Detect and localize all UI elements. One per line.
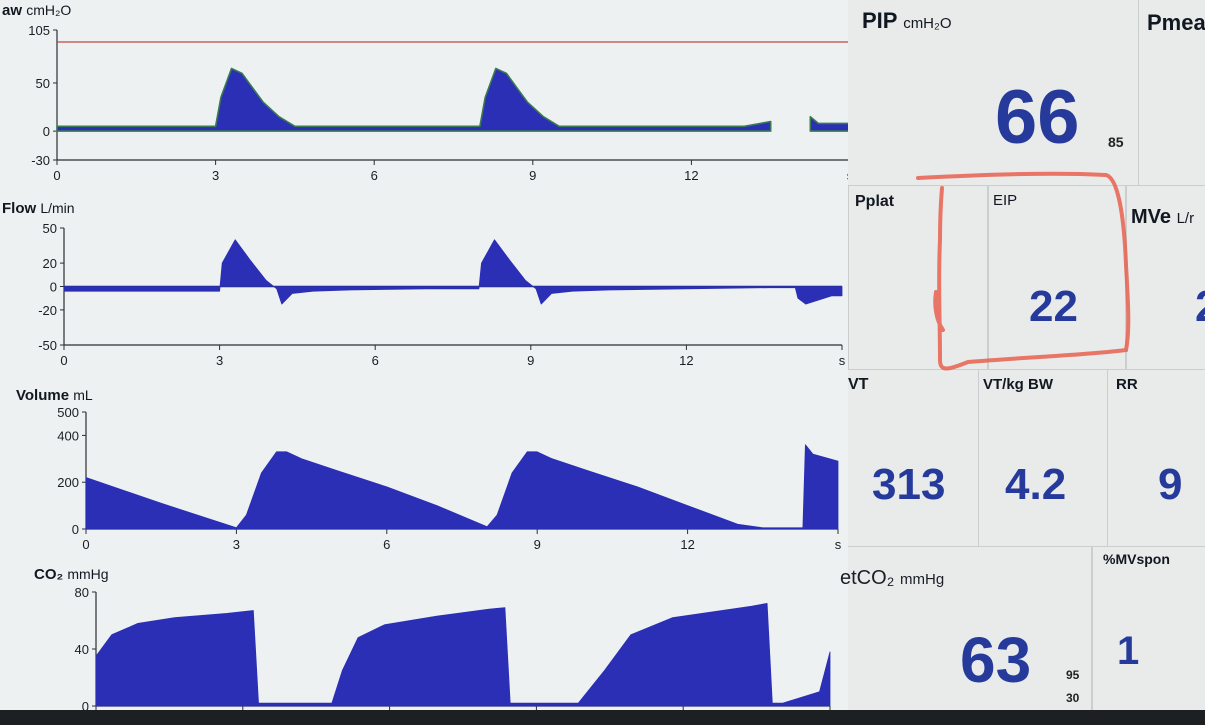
flow-x-tick-label: 3	[216, 353, 223, 368]
volume-waveform-series	[85, 444, 839, 530]
pplat-tile: Pplat	[848, 185, 988, 370]
flow-label: Flow	[2, 200, 37, 217]
volume-x-tick-label: 6	[383, 537, 390, 552]
mve-label-text: MVe	[1131, 206, 1172, 228]
rr-label: RR	[1116, 376, 1138, 393]
eip-label: EIP	[993, 192, 1018, 209]
flow-y-tick-label: 20	[43, 256, 57, 271]
vt-label: VT	[848, 376, 869, 393]
flow-x-tick-label: 12	[679, 353, 693, 368]
volume-title: Volume mL	[16, 387, 93, 404]
paw-title: aw cmH₂O	[2, 2, 71, 19]
mve-label: MVe L/r	[1131, 206, 1194, 229]
paw-x-tick-label: 12	[684, 168, 698, 183]
paw-y-tick-label: 105	[28, 23, 50, 38]
pip-unit: cmH₂O	[903, 15, 952, 32]
waveform-area: 105500-30036912s50200-20-50036912s500400…	[0, 0, 855, 710]
volume-unit: mL	[73, 387, 93, 403]
waveforms-svg: 105500-30036912s50200-20-50036912s500400…	[28, 23, 855, 710]
etco2-label: etCO₂ mmHg	[840, 567, 944, 590]
rr-tile: RR 9	[1108, 370, 1205, 546]
eip-tile: EIP 22	[988, 185, 1126, 370]
volume-x-tick-label: 9	[534, 537, 541, 552]
rr-value: 9	[1158, 460, 1183, 509]
flow-title: Flow L/min	[2, 200, 75, 217]
volume-y-tick-label: 400	[57, 428, 79, 443]
co2-y-tick-label: 0	[82, 699, 89, 710]
co2-y-tick-label: 40	[75, 642, 89, 657]
mvspon-value: 1	[1117, 629, 1140, 673]
etco2-label-text: etCO₂	[840, 567, 895, 589]
flow-x-tick-label: 9	[527, 353, 534, 368]
mvspon-tile: %MVspon 1	[1092, 546, 1205, 710]
co2-title: CO₂ mmHg	[34, 566, 109, 583]
etco2-value: 63	[960, 624, 1032, 696]
pip-limit: 85	[1108, 134, 1124, 150]
numerics-area: PIP cmH₂O 66 85 Pmea Pplat EIP 22 MVe L/…	[840, 0, 1205, 710]
flow-x-tick-label: s	[839, 353, 846, 368]
vtkg-label: VT/kg BW	[983, 376, 1053, 393]
flow-x-tick-label: 6	[372, 353, 379, 368]
etco2-limit-low: 30	[1066, 691, 1080, 705]
volume-y-tick-label: 0	[72, 522, 79, 537]
vt-tile: VT 313	[848, 370, 978, 546]
paw-y-tick-label: -30	[31, 153, 50, 168]
etco2-unit: mmHg	[900, 571, 945, 588]
flow-waveform-series	[63, 239, 843, 305]
vtkg-tile: VT/kg BW 4.2	[978, 370, 1108, 546]
pmean-tile: Pmea	[1138, 0, 1205, 185]
flow-y-tick-label: 50	[43, 221, 57, 236]
volume-label: Volume	[16, 387, 70, 404]
flow-y-tick-label: -50	[38, 338, 57, 353]
pmean-label: Pmea	[1147, 10, 1205, 35]
volume-x-tick-label: 12	[680, 537, 694, 552]
mve-value: 2	[1195, 282, 1205, 332]
flow-y-tick-label: -20	[38, 303, 57, 318]
co2-label: CO₂	[34, 566, 64, 583]
pip-tile: PIP cmH₂O 66 85	[850, 0, 1140, 178]
paw-x-tick-label: 3	[212, 168, 219, 183]
monitor-bezel	[0, 710, 1205, 725]
eip-value: 22	[1029, 282, 1078, 331]
flow-y-tick-label: 0	[50, 280, 57, 295]
flow-unit: L/min	[40, 200, 75, 216]
volume-x-tick-label: 0	[82, 537, 89, 552]
volume-x-tick-label: s	[835, 537, 842, 552]
paw-waveform-series	[809, 115, 851, 132]
paw-waveform-series	[56, 67, 772, 132]
volume-y-tick-label: 500	[57, 405, 79, 420]
etco2-limit-high: 95	[1066, 668, 1080, 682]
paw-label: aw	[2, 2, 23, 19]
co2-y-tick-label: 80	[75, 585, 89, 600]
vtkg-value: 4.2	[1005, 460, 1067, 509]
mve-unit: L/r	[1176, 210, 1195, 227]
flow-x-tick-label: 0	[60, 353, 67, 368]
volume-x-tick-label: 3	[233, 537, 240, 552]
pip-value: 66	[995, 75, 1080, 160]
vt-value: 313	[872, 460, 946, 509]
paw-x-tick-label: 6	[371, 168, 378, 183]
paw-x-tick-label: 9	[529, 168, 536, 183]
paw-y-tick-label: 0	[43, 124, 50, 139]
pip-label-text: PIP	[862, 8, 898, 33]
paw-unit: cmH₂O	[26, 2, 72, 18]
mve-tile: MVe L/r 2	[1126, 185, 1205, 370]
co2-waveform-series	[95, 603, 831, 707]
paw-y-tick-label: 50	[36, 76, 50, 91]
pip-label: PIP cmH₂O	[862, 8, 952, 34]
paw-x-tick-label: 0	[53, 168, 60, 183]
etco2-tile: etCO₂ mmHg 63 95 30	[840, 546, 1092, 710]
pplat-label: Pplat	[855, 193, 895, 210]
volume-y-tick-label: 200	[57, 475, 79, 490]
mvspon-label: %MVspon	[1103, 551, 1170, 567]
co2-unit: mmHg	[67, 566, 109, 582]
